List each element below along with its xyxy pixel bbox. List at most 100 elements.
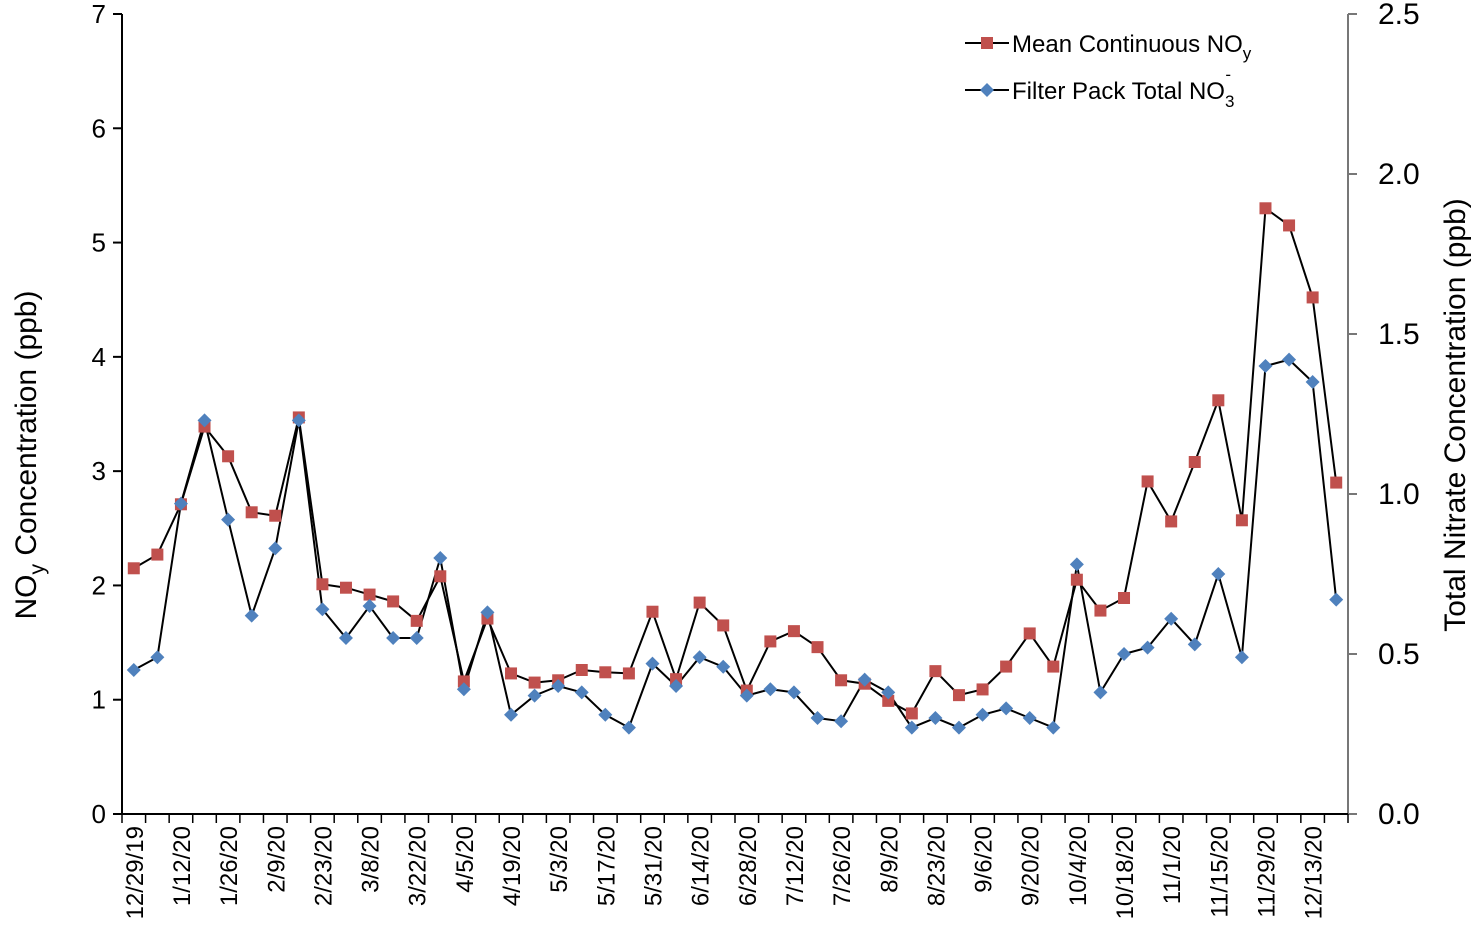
nitrate-point [951, 720, 966, 735]
nox-point [1283, 219, 1296, 232]
nitrate-point [362, 599, 377, 613]
nitrate-point [551, 679, 566, 693]
nox-point [316, 578, 329, 591]
nox-point [457, 675, 470, 688]
x-tick-label: 5/3/20 [546, 826, 573, 893]
nitrate-point [1234, 650, 1249, 665]
x-tick-label: 12/13/20 [1301, 826, 1328, 919]
nitrate-point [1069, 557, 1084, 572]
y-axis-left-title: NOy Concentration (ppb) [10, 291, 49, 620]
nox-point [528, 676, 541, 689]
nox-point [1141, 475, 1154, 488]
y-right-tick-label: 1.5 [1378, 318, 1420, 351]
y-left-tick-label: 5 [92, 228, 106, 258]
nox-point [245, 506, 258, 519]
nitrate-point [669, 679, 684, 693]
nox-point [1188, 456, 1201, 468]
nox-point [1023, 627, 1036, 640]
nitrate-point [173, 496, 188, 511]
x-tick-label: 10/4/20 [1065, 826, 1092, 906]
nitrate-point [1093, 685, 1108, 700]
nitrate-point [1282, 352, 1297, 367]
nitrate-point [1117, 647, 1132, 661]
legend-nitrate-label: Filter Pack Total NO3- [1012, 65, 1234, 111]
nox-point [952, 689, 965, 702]
nitrate-point [126, 663, 141, 677]
x-tick-label: 7/26/20 [829, 826, 856, 906]
x-tick-label: 7/12/20 [782, 826, 809, 906]
x-tick-label: 3/8/20 [358, 826, 385, 893]
legend-nox-label: Mean Continuous NOy [1012, 31, 1252, 63]
nox-point [717, 619, 730, 632]
nox-point [905, 707, 918, 720]
nitrate-point [338, 631, 353, 645]
x-tick-label: 2/23/20 [310, 826, 337, 906]
x-tick-label: 8/23/20 [923, 826, 950, 906]
nox-point [363, 588, 376, 601]
nox-point [929, 665, 942, 678]
nitrate-point [645, 656, 660, 671]
nitrate-point [999, 701, 1014, 716]
nox-point [976, 683, 989, 696]
nox-point [222, 450, 235, 463]
nitrate-point [975, 707, 990, 722]
x-tick-label: 6/28/20 [735, 826, 762, 906]
x-tick-label: 6/14/20 [688, 826, 715, 906]
y-left-tick-label: 7 [92, 0, 106, 29]
nitrate-point [692, 650, 707, 665]
legend-nitrate-marker [980, 83, 994, 97]
y-left-tick-label: 1 [92, 685, 106, 715]
nox-point [835, 674, 848, 687]
nitrate-point [810, 711, 825, 725]
nitrate-point [1022, 711, 1037, 725]
x-tick-label: 10/18/20 [1112, 826, 1139, 919]
nitrate-point [763, 682, 778, 697]
nitrate-point [456, 682, 471, 697]
nox-point [1000, 660, 1013, 673]
nitrate-point [1305, 375, 1320, 389]
nox-point [575, 664, 588, 676]
nitrate-point [409, 631, 424, 645]
legend-nox-marker [981, 37, 993, 49]
nox-point [505, 667, 518, 680]
nox-point [811, 641, 824, 654]
nox-point [387, 595, 400, 608]
nitrate-point [881, 685, 896, 700]
nitrate-point [1211, 567, 1226, 581]
nitrate-point [291, 413, 306, 428]
nitrate-point [1046, 720, 1061, 735]
nitrate-point [386, 631, 401, 645]
nox-point [1094, 604, 1107, 617]
x-tick-label: 1/26/20 [216, 826, 243, 906]
nox-point [410, 614, 423, 627]
nox-point [1212, 394, 1225, 407]
x-tick-label: 11/15/20 [1206, 826, 1233, 918]
nitrate-point [480, 605, 495, 620]
y-right-tick-label: 2.0 [1378, 158, 1420, 191]
y-left-tick-label: 2 [92, 570, 106, 600]
y-right-tick-label: 1.0 [1378, 478, 1420, 511]
nox-point [599, 666, 612, 679]
y-axis-right-title: Total Nitrate Concentration (ppb) [1439, 198, 1472, 632]
x-tick-label: 9/6/20 [971, 826, 998, 893]
nitrate-point [1258, 359, 1273, 373]
nitrate-point [433, 551, 448, 565]
x-tick-label: 12/29/19 [122, 826, 149, 919]
nitrate-point [268, 541, 283, 556]
nox-point [787, 625, 800, 638]
y-left-tick-label: 3 [92, 456, 106, 486]
nitrate-point [574, 685, 589, 700]
nitrate-point [834, 714, 849, 729]
nitrate-point [221, 512, 236, 527]
nox-point [1070, 573, 1083, 586]
nox-point [764, 635, 777, 648]
nox-point [1235, 514, 1248, 527]
nox-point [434, 570, 447, 583]
y-right-tick-label: 0.0 [1378, 798, 1420, 831]
x-tick-label: 2/9/20 [263, 826, 290, 893]
y-left-tick-label: 0 [92, 799, 106, 829]
nox-point [1118, 592, 1131, 604]
nox-point [151, 548, 164, 561]
axis-titles: NOy Concentration (ppb) Total Nitrate Con… [10, 198, 1472, 632]
